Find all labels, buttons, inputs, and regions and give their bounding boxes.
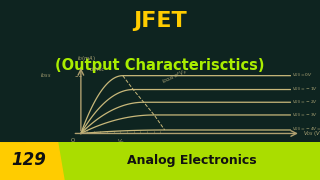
Text: $I_{DSS}$: $I_{DSS}$ [40,71,52,80]
Text: (Output Characterisctics): (Output Characterisctics) [55,58,265,73]
Text: Analog Electronics: Analog Electronics [127,154,257,167]
Text: $V_{DS}\ (V)$: $V_{DS}\ (V)$ [303,129,320,138]
Polygon shape [26,142,320,180]
Text: $V_{GS} = -4V = V_p$: $V_{GS} = -4V = V_p$ [292,125,320,134]
Text: $V_{GS} = -1V$: $V_{GS} = -1V$ [292,86,319,93]
Text: $V_{GS} = -3V$: $V_{GS} = -3V$ [292,111,318,119]
Text: $V_{GS} = -2V$: $V_{GS} = -2V$ [292,98,319,106]
Text: 129: 129 [12,151,46,169]
Text: $V_p$: $V_p$ [117,138,124,148]
Text: ohmic: ohmic [90,67,105,72]
Text: locus of $V_p$: locus of $V_p$ [160,68,189,88]
Text: $V_{GS} = 0V$: $V_{GS} = 0V$ [292,72,313,79]
Text: O: O [70,138,75,143]
Polygon shape [0,142,64,180]
Text: JFET: JFET [133,11,187,31]
Text: $I_D(mA)$: $I_D(mA)$ [77,54,96,63]
